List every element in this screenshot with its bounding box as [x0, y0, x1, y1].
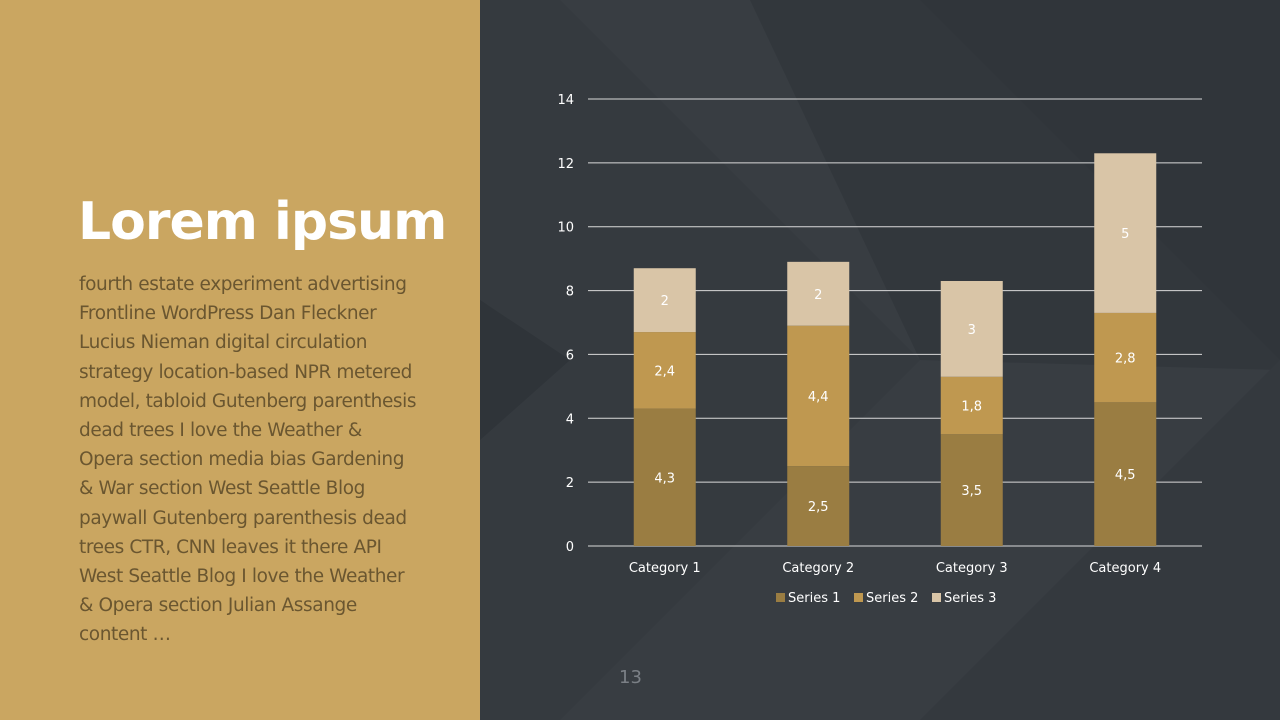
- bar-segment: [633, 268, 696, 333]
- bar-segment: [940, 434, 1003, 546]
- page-number: 13: [619, 667, 642, 688]
- bar-segment: [633, 408, 696, 546]
- bar-segment: [633, 332, 696, 409]
- data-label: 2,4: [654, 364, 675, 379]
- legend-label: Series 2: [866, 591, 918, 606]
- bar-segment: [940, 376, 1003, 435]
- legend-swatch: [932, 593, 941, 602]
- bar-segment: [1094, 312, 1157, 403]
- slide-title: Lorem ipsum: [78, 192, 447, 252]
- y-tick-label: 8: [566, 285, 574, 300]
- y-tick-label: 10: [557, 221, 574, 236]
- legend-swatch: [854, 593, 863, 602]
- slide-body-text: fourth estate experiment advertising Fro…: [79, 274, 417, 646]
- x-tick-label: Category 3: [936, 561, 1008, 576]
- y-tick-label: 6: [566, 348, 574, 363]
- bar-segment: [787, 325, 850, 467]
- x-tick-label: Category 2: [782, 561, 854, 576]
- y-tick-label: 2: [566, 476, 574, 491]
- data-label: 2,5: [808, 500, 829, 515]
- data-label: 2,8: [1115, 352, 1136, 367]
- legend-label: Series 1: [788, 591, 840, 606]
- x-tick-label: Category 4: [1089, 561, 1161, 576]
- left-panel: [0, 0, 480, 720]
- data-label: 4,5: [1115, 468, 1136, 483]
- bar-segment: [787, 466, 850, 546]
- data-label: 4,4: [808, 390, 829, 405]
- y-tick-label: 14: [557, 93, 574, 108]
- data-label: 2: [814, 288, 822, 303]
- legend-swatch: [776, 593, 785, 602]
- stacked-bar-chart: 0 2 4 6 8 10 12 14 4,3 2,4 2 Category 1 2,5 4,4 2 Categ…: [557, 93, 1202, 606]
- data-label: 2: [661, 294, 669, 309]
- data-label: 4,3: [654, 471, 675, 486]
- legend-label: Series 3: [944, 591, 996, 606]
- y-tick-label: 4: [566, 412, 574, 427]
- bar-segment: [1094, 153, 1157, 313]
- bar-segment: [1094, 402, 1157, 546]
- data-label: 1,8: [961, 400, 982, 415]
- bar-segment: [787, 261, 850, 326]
- bar-segment: [940, 280, 1003, 377]
- y-tick-label: 12: [557, 157, 574, 172]
- x-tick-label: Category 1: [629, 561, 701, 576]
- data-label: 3: [968, 323, 976, 338]
- data-label: 5: [1121, 227, 1129, 242]
- y-tick-label: 0: [566, 540, 574, 555]
- data-label: 3,5: [961, 484, 982, 499]
